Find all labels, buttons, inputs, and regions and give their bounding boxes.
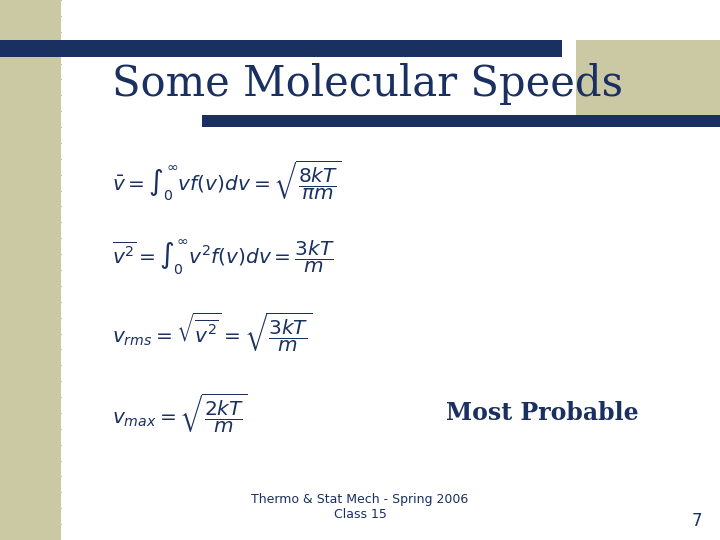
Text: $v_{rms} = \sqrt{\overline{v^2}} = \sqrt{\dfrac{3kT}{m}}$: $v_{rms} = \sqrt{\overline{v^2}} = \sqrt…	[112, 310, 312, 354]
Text: 7: 7	[691, 512, 702, 530]
Text: Most Probable: Most Probable	[446, 401, 639, 425]
Bar	[576, 40, 720, 127]
Bar	[0, 40, 562, 57]
Text: Some Molecular Speeds: Some Molecular Speeds	[112, 63, 623, 105]
Text: $\bar{v} = \int_0^{\infty} vf(v)dv = \sqrt{\dfrac{8kT}{\pi m}}$: $\bar{v} = \int_0^{\infty} vf(v)dv = \sq…	[112, 159, 341, 203]
Bar	[0, 0, 61, 540]
Bar	[202, 115, 720, 127]
Text: $\overline{v^2} = \int_0^{\infty} v^2 f(v)dv = \dfrac{3kT}{m}$: $\overline{v^2} = \int_0^{\infty} v^2 f(…	[112, 237, 334, 276]
Text: $v_{max} = \sqrt{\dfrac{2kT}{m}}$: $v_{max} = \sqrt{\dfrac{2kT}{m}}$	[112, 391, 248, 435]
Text: Class 15: Class 15	[333, 508, 387, 521]
Text: Thermo & Stat Mech - Spring 2006: Thermo & Stat Mech - Spring 2006	[251, 493, 469, 506]
